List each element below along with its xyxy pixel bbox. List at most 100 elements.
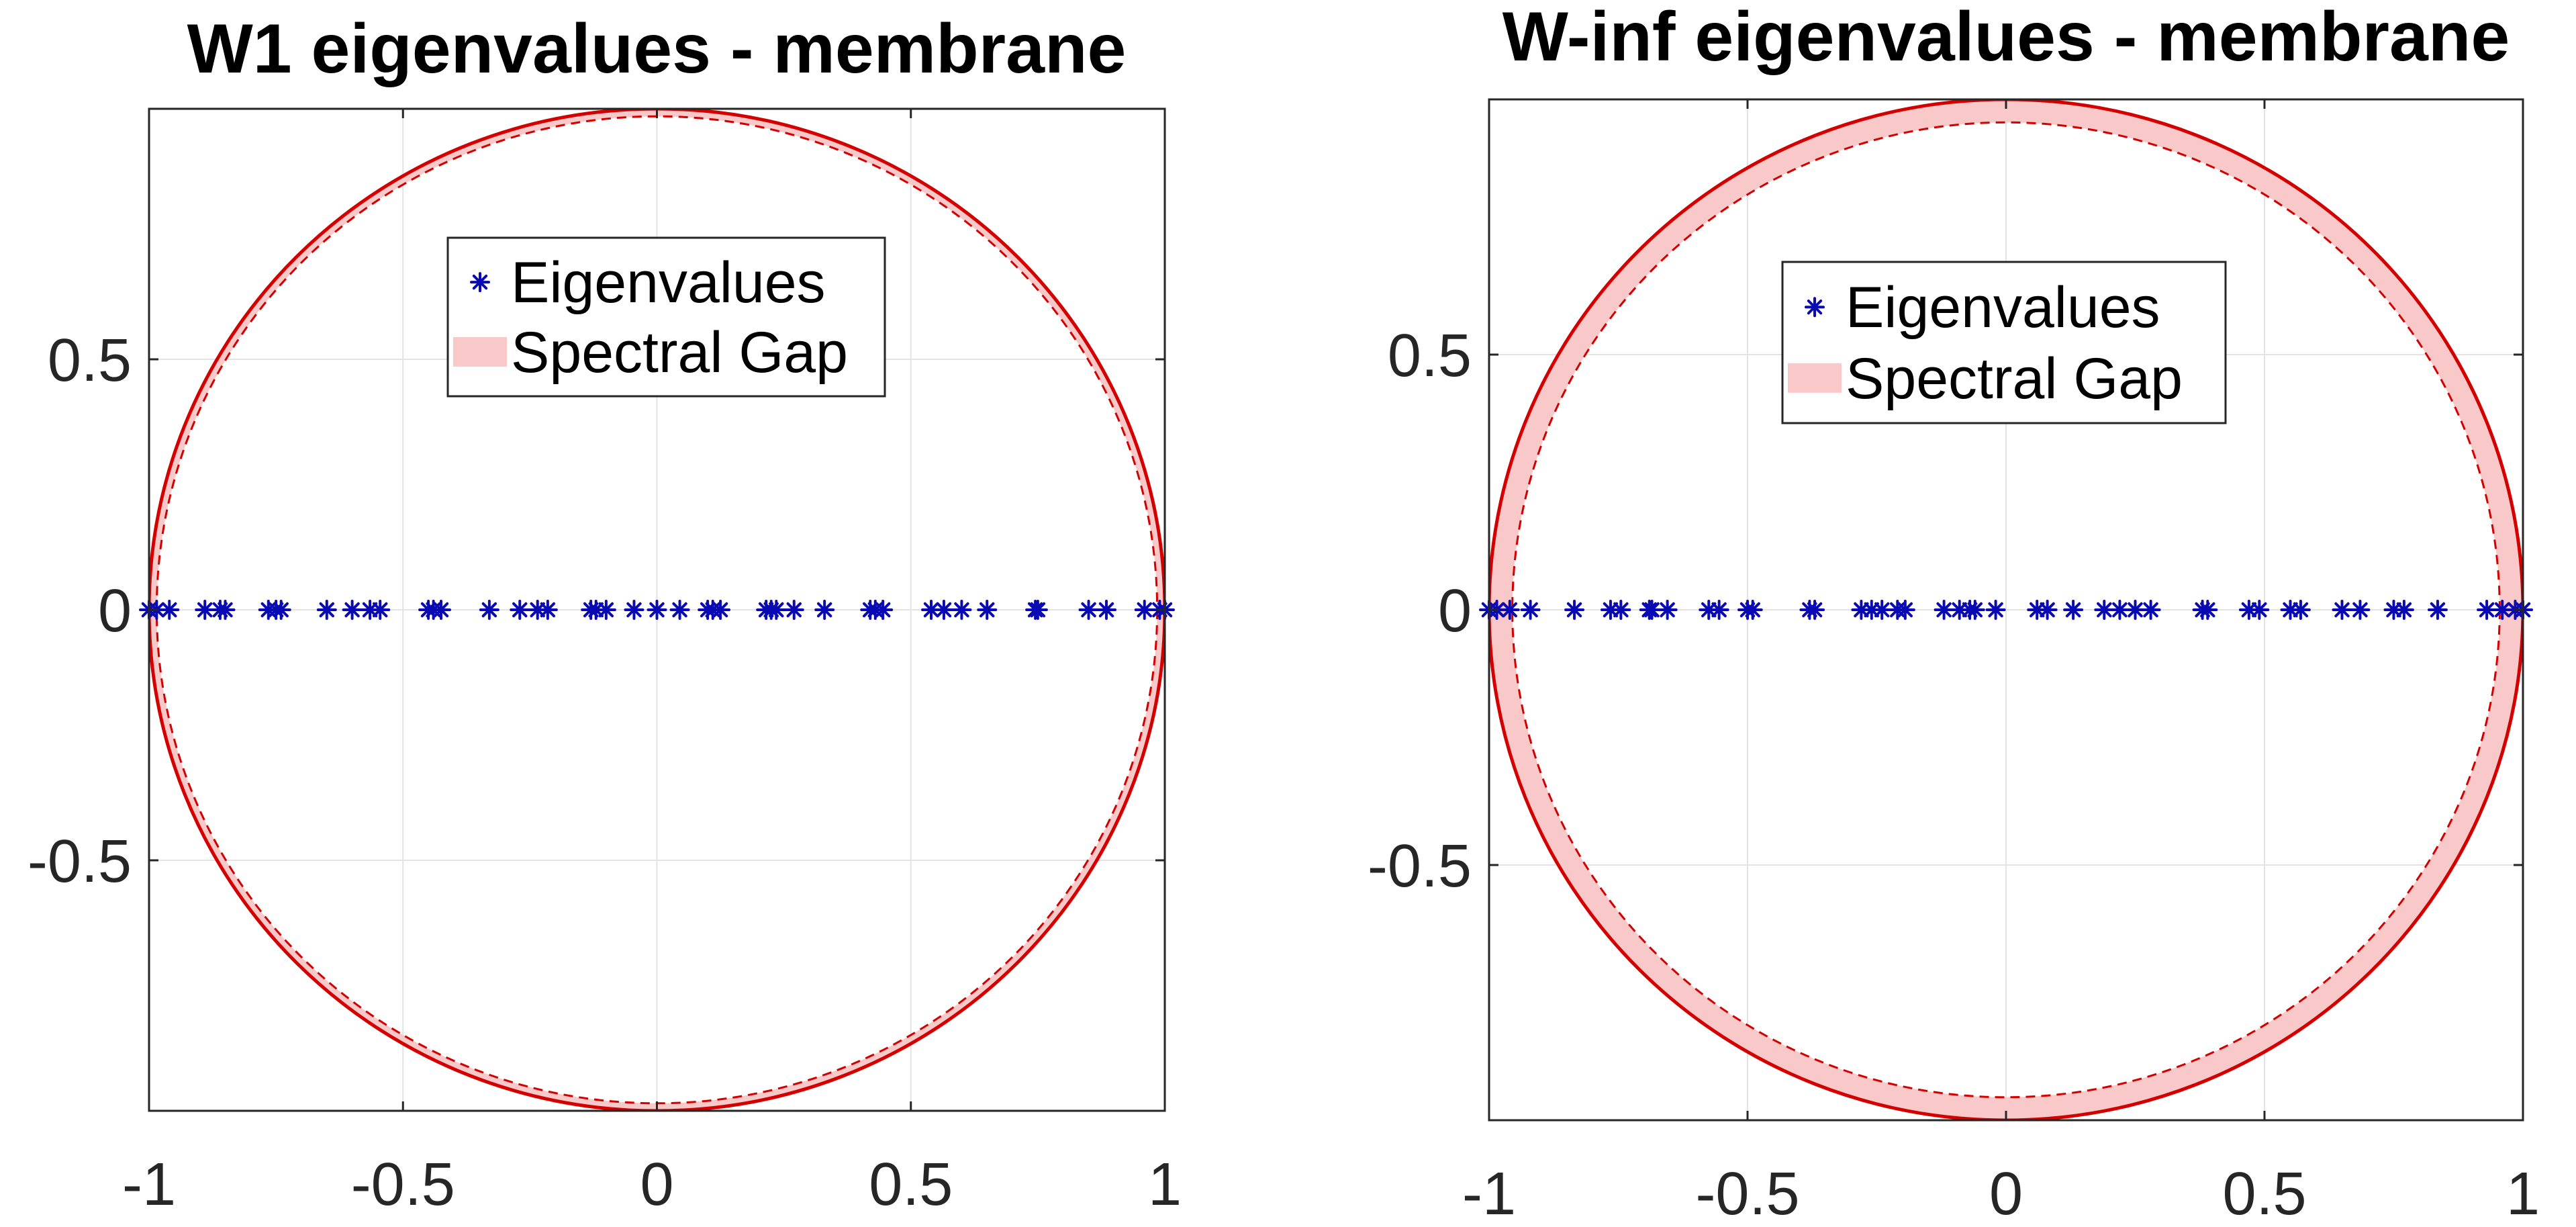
right-eigenvalue-point-16-stroke-3 xyxy=(1854,602,1869,618)
right-eigenvalue-point-37-stroke-3 xyxy=(2283,602,2298,618)
right-eigenvalue-point-20-stroke-3 xyxy=(1897,602,1913,618)
right-eigenvalue-point-32 xyxy=(2140,600,2161,620)
right-eigenvalue-point-2 xyxy=(1499,600,1520,620)
left-eigenvalue-point-10-stroke-3 xyxy=(344,602,360,618)
left-eigenvalue-point-45 xyxy=(1134,600,1155,620)
left-eigenvalue-point-22 xyxy=(595,600,616,620)
left-eigenvalue-point-9-stroke-3 xyxy=(319,602,334,618)
right-xtick-label-1: -0.5 xyxy=(1695,1161,1799,1227)
left-legend-eigenvalues-label: Eigenvalues xyxy=(511,251,826,315)
right-eigenvalue-point-28-stroke-3 xyxy=(2065,602,2081,618)
right-eigenvalue-point-6-stroke-3 xyxy=(1613,602,1629,618)
right-eigenvalue-point-43-stroke-3 xyxy=(2430,602,2446,618)
left-eigenvalue-point-42-stroke-3 xyxy=(1030,602,1046,618)
left-legend-box xyxy=(446,236,886,398)
left-eigenvalue-point-15 xyxy=(430,600,451,620)
left-eigenvalue-point-44 xyxy=(1096,600,1117,620)
right-eigenvalue-point-25-stroke-3 xyxy=(1988,602,2003,618)
left-eigenvalue-point-19-stroke-3 xyxy=(540,602,556,618)
right-eigenvalue-point-40 xyxy=(2350,600,2371,620)
left-eigenvalue-point-37-stroke-3 xyxy=(923,602,939,618)
right-chart-title: W-inf eigenvalues - membrane xyxy=(1502,0,2510,76)
left-eigenvalue-point-2-stroke-3 xyxy=(162,602,177,618)
right-eigenvalue-point-45-stroke-3 xyxy=(2495,602,2510,618)
right-eigenvalue-point-44-stroke-3 xyxy=(2479,602,2495,618)
left-eigenvalue-point-31 xyxy=(766,600,787,620)
right-eigenvalue-point-2-stroke-3 xyxy=(1502,602,1517,618)
right-legend-eigenvalues-marker xyxy=(1805,297,1825,318)
right-eigenvalue-point-38-stroke-3 xyxy=(2293,602,2309,618)
left-eigenvalue-point-15-stroke-3 xyxy=(433,602,449,618)
right-legend: Eigenvalues Spectral Gap xyxy=(1781,261,2227,424)
left-eigenvalue-point-22-stroke-3 xyxy=(598,602,614,618)
right-eigenvalue-point-13-stroke-3 xyxy=(1745,602,1760,618)
left-legend-eigenvalues-marker-stroke-3 xyxy=(472,274,488,290)
right-eigenvalue-point-29 xyxy=(2094,600,2115,620)
left-eigenvalue-point-5-stroke-3 xyxy=(218,602,233,618)
left-eigenvalue-point-23 xyxy=(624,600,645,620)
right-eigenvalue-point-20 xyxy=(1895,600,1915,620)
left-chart-panel: -1 -0.5 0 0.5 1 -0.5 0 0.5 W1 eigenvalues - memb… xyxy=(28,10,1182,1218)
left-eigenvalue-point-5 xyxy=(215,600,236,620)
left-eigenvalue-point-12-stroke-3 xyxy=(373,602,388,618)
right-eigenvalue-point-27 xyxy=(2037,600,2058,620)
right-eigenvalue-point-5 xyxy=(1600,600,1621,620)
left-eigenvalue-point-17-stroke-3 xyxy=(512,602,528,618)
right-xtick-label-0: -1 xyxy=(1462,1161,1516,1227)
right-eigenvalue-point-30-stroke-3 xyxy=(2112,602,2128,618)
right-eigenvalue-point-15-stroke-3 xyxy=(1807,602,1823,618)
right-eigenvalue-point-8-stroke-3 xyxy=(1644,602,1660,618)
left-eigenvalue-point-11 xyxy=(360,600,381,620)
left-eigenvalue-point-38-stroke-3 xyxy=(936,602,952,618)
right-eigenvalue-point-42 xyxy=(2393,600,2414,620)
right-eigenvalue-point-35-stroke-3 xyxy=(2241,602,2257,618)
right-ytick-label-1: 0 xyxy=(1438,578,1472,645)
right-eigenvalue-point-21-stroke-3 xyxy=(1936,602,1952,618)
left-eigenvalue-markers xyxy=(139,600,1175,620)
left-eigenvalue-point-23-stroke-3 xyxy=(626,602,642,618)
left-eigenvalue-point-21 xyxy=(585,600,606,620)
left-xtick-label-3: 0.5 xyxy=(869,1151,953,1218)
right-eigenvalue-point-10-stroke-3 xyxy=(1701,602,1717,618)
left-xtick-label-2: 0 xyxy=(640,1151,673,1218)
left-ytick-label-1: 0 xyxy=(98,578,132,645)
left-eigenvalue-point-11-stroke-3 xyxy=(362,602,378,618)
left-eigenvalue-point-28 xyxy=(710,600,731,620)
left-eigenvalue-point-25-stroke-3 xyxy=(672,602,687,618)
right-eigenvalue-point-40-stroke-3 xyxy=(2352,602,2368,618)
right-eigenvalue-point-39 xyxy=(2332,600,2352,620)
left-ytick-label-0: -0.5 xyxy=(28,828,132,895)
left-eigenvalue-point-9 xyxy=(316,600,337,620)
left-eigenvalue-point-39 xyxy=(951,600,972,620)
left-chart-title: W1 eigenvalues - membrane xyxy=(187,10,1127,88)
left-eigenvalue-point-24-stroke-3 xyxy=(649,602,665,618)
left-eigenvalue-point-43 xyxy=(1078,600,1099,620)
right-eigenvalue-point-9 xyxy=(1657,600,1678,620)
right-eigenvalue-point-32-stroke-3 xyxy=(2143,602,2158,618)
left-eigenvalue-point-33-stroke-3 xyxy=(816,602,832,618)
left-eigenvalue-point-8-stroke-3 xyxy=(273,602,289,618)
right-eigenvalue-point-24-stroke-3 xyxy=(1967,602,1983,618)
right-eigenvalue-point-11-stroke-3 xyxy=(1711,602,1727,618)
right-chart-panel: -1 -0.5 0 0.5 1 -0.5 0 0.5 W-inf eigenvalues - m… xyxy=(1368,0,2540,1227)
right-eigenvalue-point-34-stroke-3 xyxy=(2200,602,2215,618)
right-eigenvalue-point-39-stroke-3 xyxy=(2334,602,2350,618)
right-eigenvalue-point-43 xyxy=(2427,600,2448,620)
right-legend-eigenvalues-marker-stroke-3 xyxy=(1807,300,1823,315)
right-eigenvalue-point-44 xyxy=(2477,600,2497,620)
left-eigenvalue-point-19 xyxy=(537,600,558,620)
left-eigenvalue-point-40 xyxy=(977,600,998,620)
right-eigenvalue-point-15 xyxy=(1805,600,1825,620)
left-xtick-label-1: -0.5 xyxy=(351,1151,455,1218)
right-ytick-label-0: -0.5 xyxy=(1368,833,1472,900)
right-eigenvalue-point-5-stroke-3 xyxy=(1603,602,1619,618)
left-legend-spectral-gap-swatch xyxy=(453,336,507,367)
right-legend-spectral-gap-label: Spectral Gap xyxy=(1846,347,2183,411)
right-eigenvalue-point-26-stroke-3 xyxy=(2030,602,2045,618)
left-eigenvalue-point-25 xyxy=(669,600,690,620)
left-eigenvalue-point-12 xyxy=(370,600,391,620)
left-eigenvalue-point-31-stroke-3 xyxy=(769,602,784,618)
right-eigenvalue-point-38 xyxy=(2290,600,2311,620)
right-eigenvalue-point-27-stroke-3 xyxy=(2040,602,2055,618)
